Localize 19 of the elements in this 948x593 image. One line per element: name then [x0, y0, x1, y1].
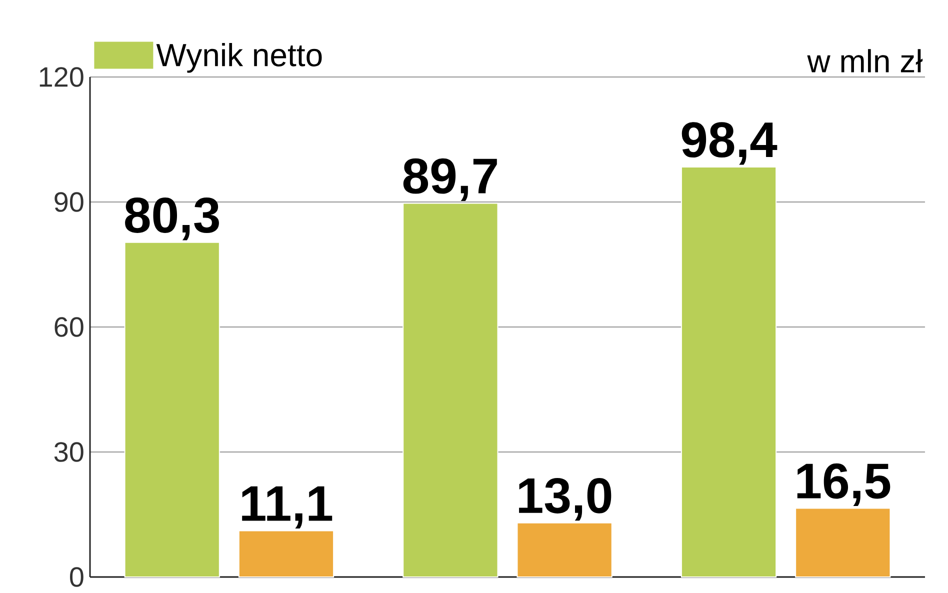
bar — [124, 242, 220, 578]
y-tick-label: 60 — [54, 317, 84, 337]
data-label: 11,1 — [242, 486, 332, 529]
y-tick-label: 120 — [40, 67, 84, 87]
data-label: 13,0 — [519, 478, 612, 521]
bar — [516, 522, 612, 578]
bar — [238, 530, 334, 578]
bar — [402, 202, 498, 578]
legend-label: Wynik netto — [156, 42, 322, 73]
y-tick-label: 30 — [54, 442, 84, 462]
data-label: 16,5 — [797, 463, 890, 506]
bar — [795, 508, 891, 578]
text: w mln zł — [807, 49, 923, 72]
data-label: 98,4 — [682, 122, 778, 165]
bar — [680, 166, 777, 578]
y-tick-label: 90 — [54, 192, 84, 212]
data-label: 80,3 — [125, 198, 219, 240]
data-label: 89,7 — [403, 158, 497, 202]
y-tick-label: 0 — [70, 567, 84, 587]
